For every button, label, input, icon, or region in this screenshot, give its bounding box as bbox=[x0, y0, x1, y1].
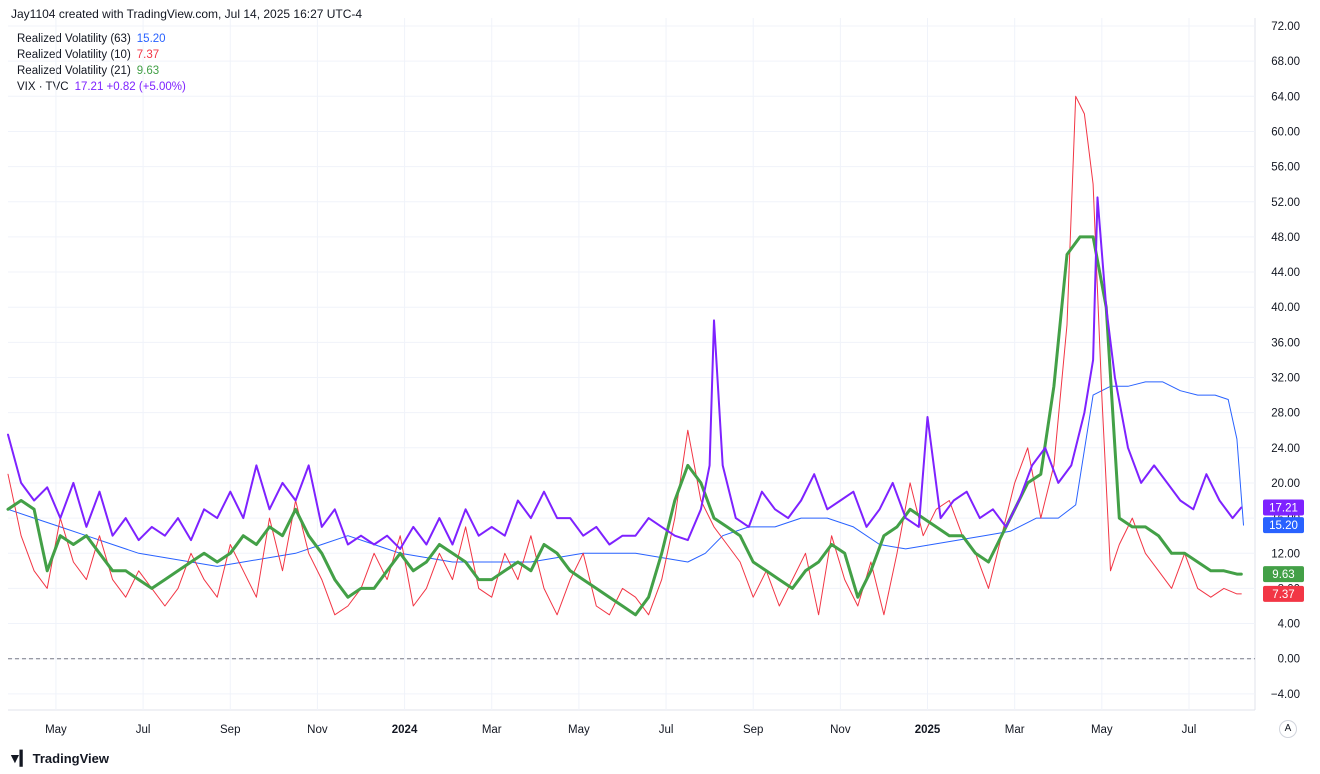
y-tick-label: 36.00 bbox=[1271, 337, 1300, 349]
series-line-1 bbox=[7, 381, 1244, 567]
legend-value: 9.63 bbox=[136, 65, 160, 77]
last-value-label: 15.20 bbox=[1269, 520, 1298, 532]
y-tick-label: 68.00 bbox=[1271, 56, 1300, 68]
last-value-badge bbox=[1263, 566, 1304, 583]
y-tick-label: 52.00 bbox=[1271, 197, 1300, 209]
legend-row-rv63[interactable]: Realized Volatility (63) 15.20 bbox=[17, 31, 186, 47]
x-tick-label: May bbox=[568, 724, 590, 736]
y-tick-label: 32.00 bbox=[1271, 373, 1300, 385]
x-tick-label: Jul bbox=[659, 724, 674, 736]
legend-value: 17.21 +0.82 (+5.00%) bbox=[74, 81, 186, 93]
x-tick-label: Nov bbox=[830, 724, 851, 736]
y-tick-label: 60.00 bbox=[1271, 126, 1300, 138]
x-tick-label: 2024 bbox=[392, 724, 418, 736]
y-tick-label: 28.00 bbox=[1271, 408, 1300, 420]
y-tick-label: 56.00 bbox=[1271, 162, 1300, 174]
tradingview-logo: ▼▎ TradingView bbox=[8, 750, 109, 767]
tradingview-icon: ▼▎ bbox=[8, 750, 31, 766]
series-line-0 bbox=[7, 196, 1243, 550]
legend-row-rv21[interactable]: Realized Volatility (21) 9.63 bbox=[17, 63, 186, 79]
last-value-badge bbox=[1263, 517, 1304, 534]
last-value-badge bbox=[1263, 499, 1304, 516]
last-value-label: 7.37 bbox=[1272, 589, 1294, 601]
x-tick-label: Jul bbox=[1182, 724, 1197, 736]
last-value-label: 9.63 bbox=[1272, 569, 1294, 581]
legend-row-rv10[interactable]: Realized Volatility (10) 7.37 bbox=[17, 47, 186, 63]
attribution-text: Jay1104 created with TradingView.com, Ju… bbox=[11, 7, 363, 21]
y-tick-label: 40.00 bbox=[1271, 302, 1300, 314]
last-value-label: 17.21 bbox=[1269, 502, 1298, 514]
legend-value: 7.37 bbox=[136, 49, 160, 61]
y-tick-label: 0.00 bbox=[1278, 654, 1300, 666]
y-tick-label: 44.00 bbox=[1271, 267, 1300, 279]
x-tick-label: May bbox=[45, 724, 67, 736]
auto-scale-button[interactable]: A bbox=[1279, 720, 1297, 738]
y-tick-label: 24.00 bbox=[1271, 443, 1300, 455]
series-line-2 bbox=[6, 235, 1243, 617]
x-tick-label: Sep bbox=[743, 724, 763, 736]
y-tick-label: 20.00 bbox=[1271, 478, 1300, 490]
brand-name: TradingView bbox=[32, 751, 109, 766]
x-tick-label: Mar bbox=[482, 724, 502, 736]
x-tick-label: May bbox=[1091, 724, 1113, 736]
legend-label: Realized Volatility (63) bbox=[17, 33, 131, 45]
x-tick-label: Jul bbox=[136, 724, 151, 736]
x-tick-label: Mar bbox=[1005, 724, 1025, 736]
legend-label: Realized Volatility (10) bbox=[17, 49, 131, 61]
x-tick-label: Nov bbox=[307, 724, 328, 736]
legend-value: 15.20 bbox=[136, 33, 166, 45]
legend-label: Realized Volatility (21) bbox=[17, 65, 131, 77]
last-value-badge bbox=[1263, 585, 1304, 602]
y-tick-label: 4.00 bbox=[1278, 619, 1300, 631]
x-tick-label: Sep bbox=[220, 724, 240, 736]
y-tick-label: 72.00 bbox=[1271, 21, 1300, 33]
y-tick-label: 64.00 bbox=[1271, 91, 1300, 103]
y-tick-label: 48.00 bbox=[1271, 232, 1300, 244]
y-tick-label: −4.00 bbox=[1271, 689, 1300, 701]
x-tick-label: 2025 bbox=[915, 724, 941, 736]
y-tick-label: 12.00 bbox=[1271, 548, 1300, 560]
